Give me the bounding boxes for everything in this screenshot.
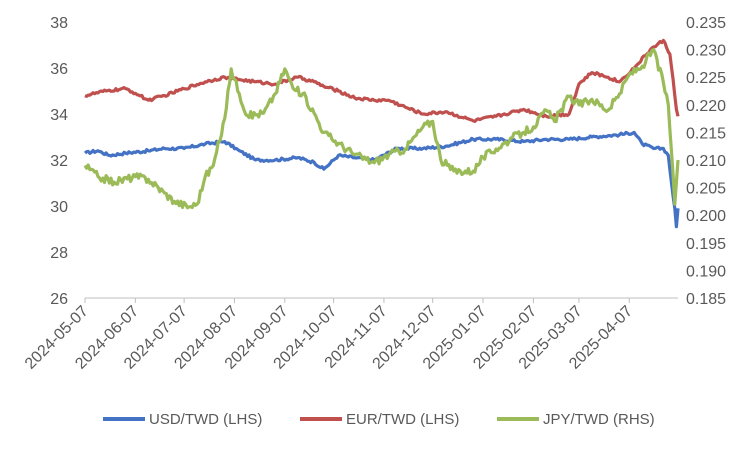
right-y-tick-label: 0.235 — [686, 15, 726, 32]
left-y-tick-label: 28 — [50, 245, 68, 262]
right-y-tick-label: 0.225 — [686, 70, 726, 87]
right-y-tick-label: 0.190 — [686, 263, 726, 280]
right-y-tick-label: 0.230 — [686, 43, 726, 60]
series-line-1 — [83, 130, 680, 229]
left-y-tick-label: 32 — [50, 153, 68, 170]
x-axis: 2024-05-072024-06-072024-07-072024-08-07… — [22, 297, 678, 373]
left-y-tick-label: 34 — [50, 107, 68, 124]
left-y-tick-label: 36 — [50, 61, 68, 78]
right-y-tick-label: 0.210 — [686, 153, 726, 170]
right-y-tick-label: 0.185 — [686, 291, 726, 308]
series-line-3 — [83, 48, 680, 210]
left-y-axis: 26 28 30 32 34 36 38 — [50, 15, 68, 308]
left-y-tick-label: 26 — [50, 291, 68, 308]
series-lines — [83, 38, 680, 229]
legend-label: JPY/TWD (RHS) — [543, 411, 655, 428]
right-y-tick-label: 0.195 — [686, 236, 726, 253]
right-y-tick-label: 0.205 — [686, 181, 726, 198]
left-y-tick-label: 38 — [50, 15, 68, 32]
left-y-tick-label: 30 — [50, 199, 68, 216]
series-line-2 — [84, 38, 680, 123]
right-y-tick-label: 0.220 — [686, 98, 726, 115]
legend-label: USD/TWD (LHS) — [149, 411, 262, 428]
right-y-axis: 0.185 0.190 0.195 0.200 0.205 0.210 0.215 0.220… — [686, 15, 726, 308]
legend-label: EUR/TWD (LHS) — [346, 411, 459, 428]
legend: USD/TWD (LHS) EUR/TWD (LHS) JPY/TWD (RHS) — [103, 411, 655, 428]
right-y-tick-label: 0.200 — [686, 208, 726, 225]
right-y-tick-label: 0.215 — [686, 125, 726, 142]
